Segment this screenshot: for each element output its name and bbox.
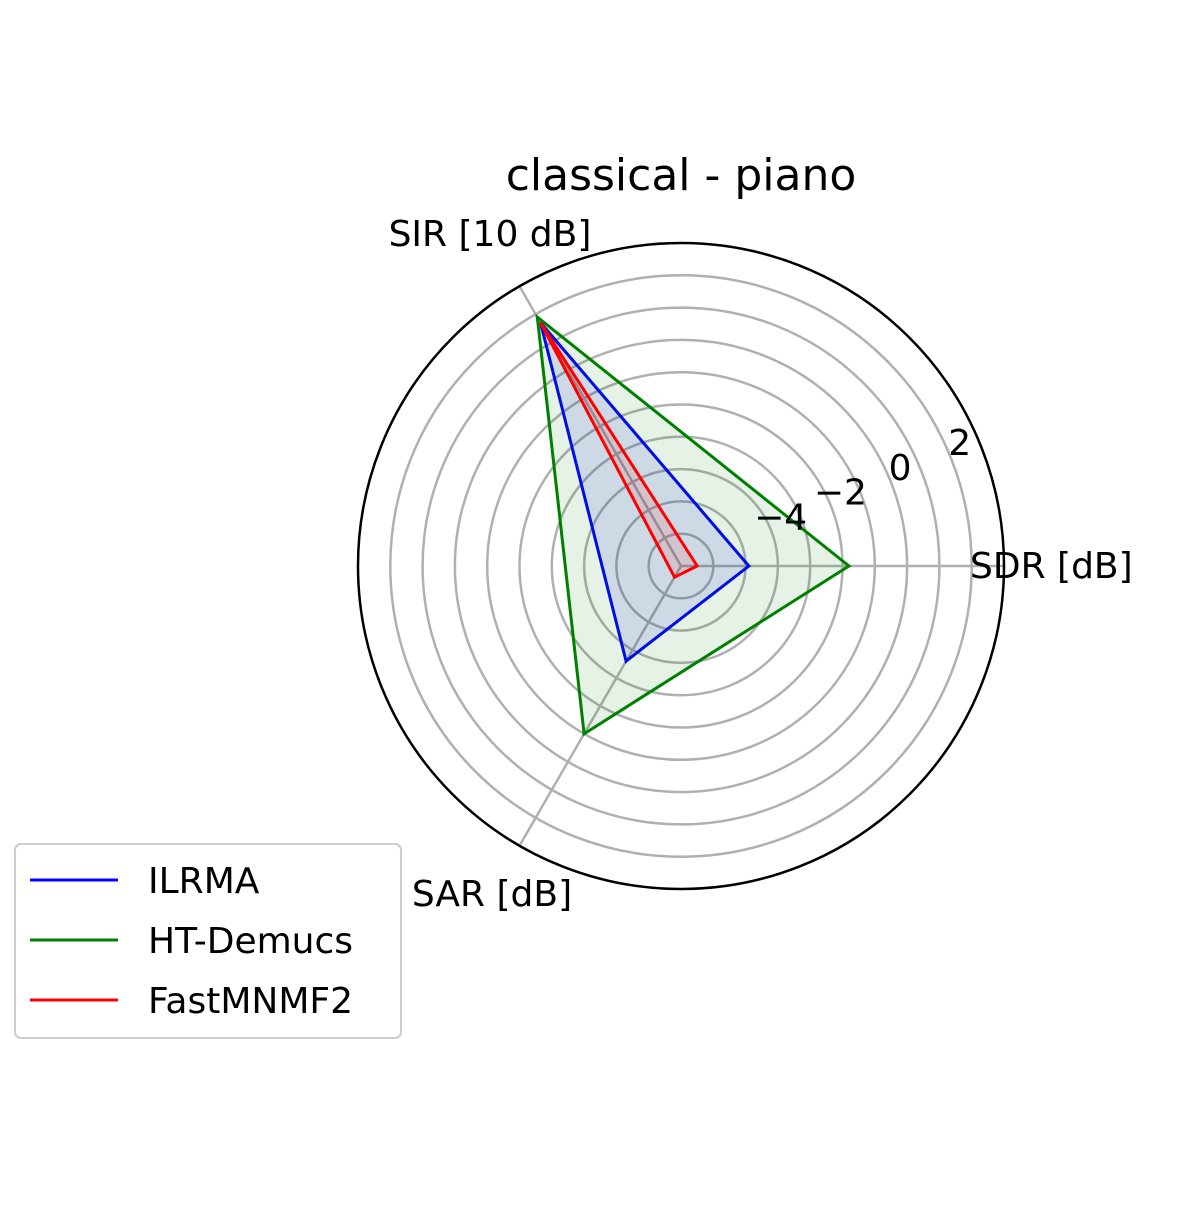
radial-tick-label: −2 <box>814 473 867 514</box>
series-line-2 <box>539 321 700 580</box>
series-line-0 <box>539 321 751 664</box>
series-line-1 <box>535 313 852 737</box>
axis-spoke-2 <box>518 565 683 847</box>
radial-tick-label: 0 <box>889 448 912 489</box>
legend-label-0: ILRMA <box>148 861 260 902</box>
series-fill-2 <box>540 322 698 578</box>
radial-tick-label: 2 <box>948 423 971 464</box>
label-layer: −4−2 02 SDR [dB] SIR [10 dB] SAR [dB] <box>389 214 1133 915</box>
axis-label-0: SDR [dB] <box>970 546 1133 587</box>
radial-tick-label: −4 <box>754 497 807 538</box>
chart-title: classical - piano <box>506 150 857 201</box>
legend-frame <box>14 843 402 1039</box>
legend: ILRMA HT-Demucs FastMNMF2 <box>14 843 402 1039</box>
series-fill-0 <box>540 322 749 662</box>
legend-label-1: HT-Demucs <box>148 921 353 962</box>
series-fill-1 <box>537 317 849 734</box>
legend-label-2: FastMNMF2 <box>148 981 353 1022</box>
series-layer <box>535 313 852 737</box>
outer-frame <box>356 241 1006 891</box>
axis-label-2: SAR [dB] <box>412 874 572 915</box>
axis-label-1: SIR [10 dB] <box>389 214 592 255</box>
